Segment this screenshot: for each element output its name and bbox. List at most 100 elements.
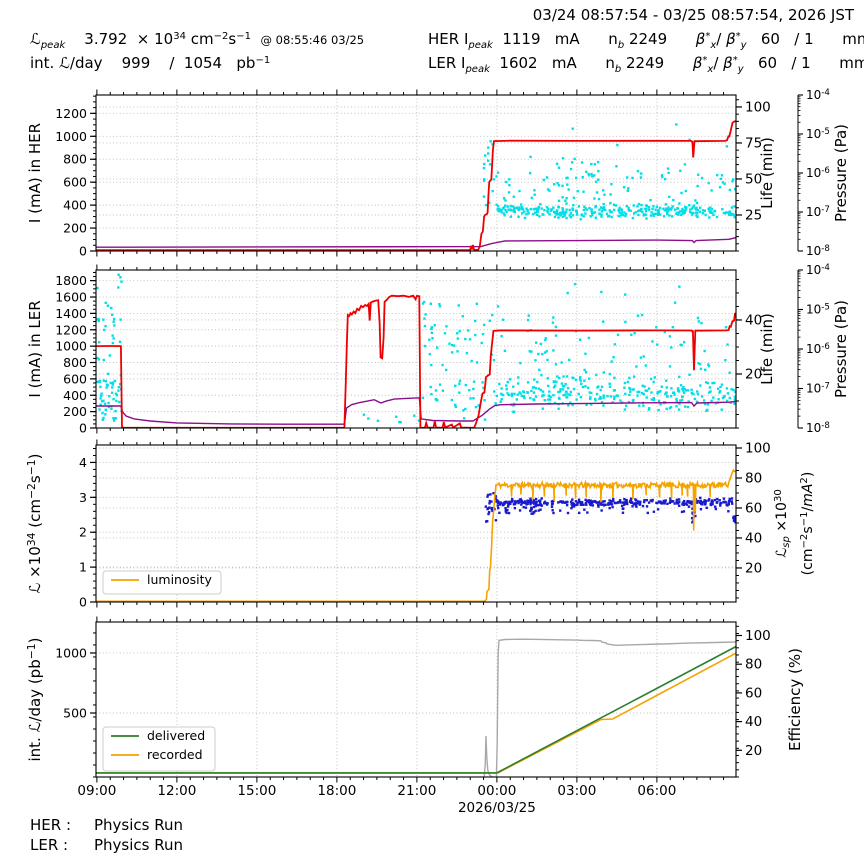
ler-current-current-line [96, 294, 736, 428]
ler-status-label: LER : [30, 836, 69, 854]
pressure-axis: 10-4 10-5 10-6 10-7 10-8 Pressure (Pa) [797, 263, 850, 435]
axis-ticks [90, 89, 742, 257]
svg-text:100: 100 [745, 440, 771, 456]
svg-text:25: 25 [745, 207, 762, 223]
gridlines [96, 445, 736, 602]
ler-peak-current-readout: LER Ipeak 1602 mA nb 2249 β*x/ β*y 60 / … [428, 54, 864, 75]
svg-text:10-8: 10-8 [806, 421, 830, 435]
svg-text:600: 600 [63, 371, 87, 386]
gridlines [96, 95, 736, 251]
pressure-axis: 10-4 10-5 10-6 10-7 10-8 Pressure (Pa) [797, 88, 850, 258]
svg-text:10-8: 10-8 [806, 244, 830, 258]
svg-text:10-4: 10-4 [806, 263, 830, 277]
svg-text:21:00: 21:00 [397, 783, 436, 799]
svg-text:50: 50 [745, 171, 762, 187]
svg-text:40: 40 [745, 714, 762, 730]
svg-text:Life (min): Life (min) [758, 137, 776, 209]
luminosity-specific-luminosity-scatter [484, 492, 736, 524]
her-peak-current-readout: HER Ipeak 1119 mA nb 2249 β*x/ β*y 60 / … [428, 30, 864, 51]
integrated-luminosity-efficiency-line [483, 638, 736, 777]
svg-text:06:00: 06:00 [637, 783, 676, 799]
ler-current-pressure-line [96, 397, 736, 425]
svg-text:60: 60 [745, 500, 762, 516]
svg-text:1600: 1600 [55, 290, 87, 305]
svg-text:12:00: 12:00 [157, 783, 196, 799]
svg-text:1200: 1200 [55, 106, 87, 121]
svg-text:ℒsp ×1030: ℒsp ×1030 [773, 489, 792, 558]
svg-text:100: 100 [745, 628, 771, 644]
svg-text:delivered: delivered [147, 728, 205, 743]
gridlines [96, 270, 736, 428]
svg-text:40: 40 [745, 530, 762, 546]
svg-text:400: 400 [63, 198, 87, 213]
ler-current-lifetime-scatter [96, 273, 736, 424]
luminosity-luminosity-line [96, 468, 736, 602]
time-range: 03/24 08:57:54 - 03/25 08:57:54, 2026 JS… [532, 6, 854, 24]
svg-text:80: 80 [745, 470, 762, 486]
svg-text:03:00: 03:00 [557, 783, 596, 799]
svg-text:I (mA) in LER: I (mA) in LER [26, 300, 44, 397]
svg-text:100: 100 [745, 99, 771, 115]
svg-text:Efficiency (%): Efficiency (%) [786, 648, 804, 751]
svg-text:60: 60 [745, 685, 762, 701]
gridlines [96, 622, 736, 777]
svg-text:800: 800 [63, 355, 87, 370]
her-current-current-line [96, 120, 736, 251]
plot-frame [95, 94, 737, 252]
svg-text:I (mA) in HER: I (mA) in HER [26, 123, 44, 223]
panel-luminosity: 0 1 2 3 4 20 40 60 80 100 ℒ ×1034 (cm−2s−1) ℒsp ×10… [25, 439, 816, 610]
svg-text:1400: 1400 [55, 306, 87, 321]
her-current-pressure-line [96, 236, 736, 248]
svg-text:18:00: 18:00 [317, 783, 356, 799]
svg-text:1800: 1800 [55, 273, 87, 288]
svg-text:10-6: 10-6 [806, 166, 830, 180]
plot-frame [95, 444, 737, 603]
svg-text:recorded: recorded [147, 747, 203, 762]
luminosity-legend: luminosity [102, 570, 222, 595]
svg-text:200: 200 [63, 404, 87, 419]
svg-text:09:00: 09:00 [77, 783, 116, 799]
integrated-luminosity-delivered-line [96, 645, 736, 774]
svg-text:10-6: 10-6 [806, 342, 830, 356]
ler-status-value: Physics Run [94, 836, 184, 854]
her-current-lifetime-scatter [482, 123, 736, 221]
svg-text:800: 800 [63, 152, 87, 167]
svg-text:(cm−2s−1/mA2): (cm−2s−1/mA2) [799, 472, 816, 576]
ler-run-status: LER : Physics Run [30, 836, 183, 854]
svg-text:400: 400 [63, 388, 87, 403]
plot-frame [95, 621, 737, 778]
svg-text:Pressure (Pa): Pressure (Pa) [832, 124, 850, 222]
her-status-label: HER : [30, 816, 72, 834]
svg-text:Life (min): Life (min) [758, 313, 776, 385]
svg-text:Pressure (Pa): Pressure (Pa) [832, 300, 850, 398]
svg-text:0: 0 [79, 421, 87, 436]
svg-text:luminosity: luminosity [147, 572, 213, 587]
svg-text:0: 0 [79, 244, 87, 259]
integrated-luminosity-readout: int. ℒ/day 999 / 1054 pb−1 [30, 54, 271, 72]
peak-luminosity-readout: ℒpeak 3.792 × 1034 cm−2s−1 @ 08:55:46 03… [30, 30, 365, 51]
plot-frame [95, 269, 737, 429]
svg-text:1: 1 [79, 560, 87, 575]
svg-text:2026/03/25: 2026/03/25 [458, 800, 536, 814]
svg-text:1200: 1200 [55, 322, 87, 337]
axis-ticks [90, 616, 742, 783]
svg-text:2: 2 [79, 525, 87, 540]
svg-text:10-5: 10-5 [806, 127, 830, 141]
svg-text:40: 40 [745, 312, 762, 328]
svg-text:0: 0 [79, 595, 87, 610]
panel-her-current: 0 200 400 600 800 1000 1200 25 50 75 100 I (mA) in … [26, 88, 850, 259]
svg-text:4: 4 [79, 455, 87, 470]
svg-text:1000: 1000 [55, 645, 87, 660]
svg-text:15:00: 15:00 [237, 783, 276, 799]
svg-text:500: 500 [63, 706, 87, 721]
panel-integrated-luminosity: 500 1000 20 40 60 80 100 int. ℒ/day (pb−1) Effic… [25, 616, 804, 814]
her-status-value: Physics Run [94, 816, 184, 834]
svg-text:ℒ ×1034 (cm−2s−1): ℒ ×1034 (cm−2s−1) [25, 453, 44, 593]
svg-text:80: 80 [745, 657, 762, 673]
svg-text:10-7: 10-7 [806, 205, 830, 219]
axis-ticks [90, 264, 742, 434]
svg-text:20: 20 [745, 366, 762, 382]
